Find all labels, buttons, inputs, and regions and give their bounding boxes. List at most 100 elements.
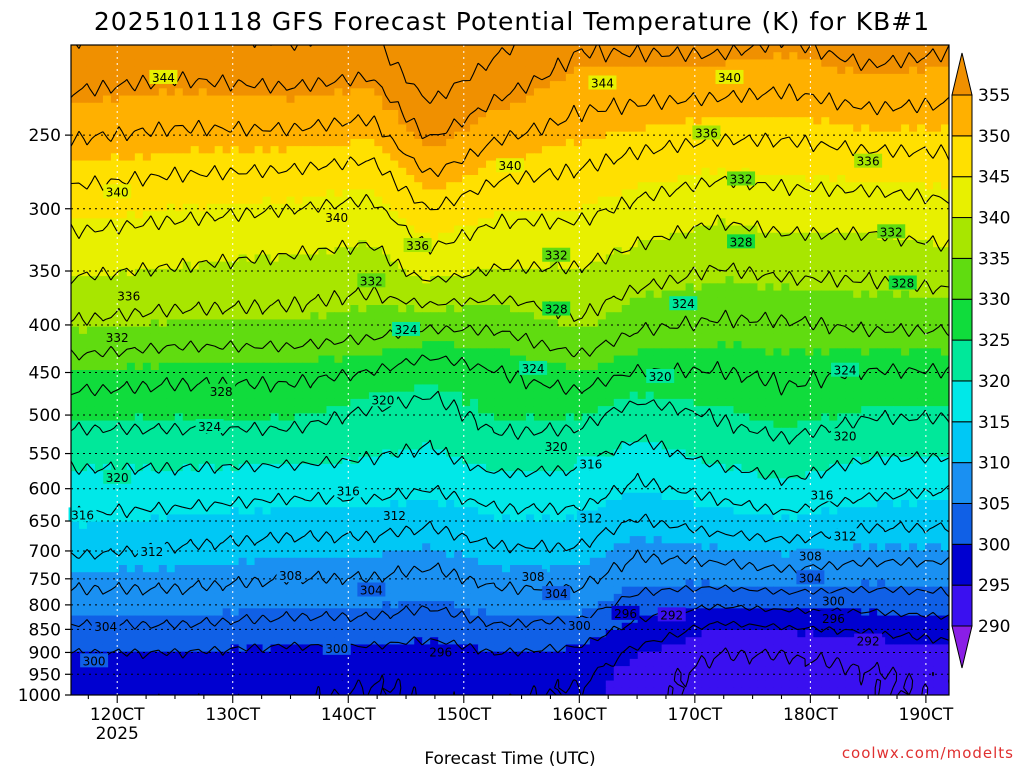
heatmap-cell (334, 232, 343, 241)
heatmap-cell (701, 268, 711, 277)
heatmap-cell (789, 312, 798, 321)
heatmap-cell (533, 81, 543, 89)
heatmap-cell (517, 182, 527, 191)
heatmap-cell (829, 102, 838, 111)
heatmap-cell (438, 138, 447, 147)
heatmap-cell (262, 268, 272, 277)
heatmap-cell (837, 131, 846, 140)
heatmap-cell (454, 73, 463, 82)
heatmap-cell (310, 153, 320, 162)
heatmap-cell (190, 66, 200, 75)
heatmap-cell (254, 319, 264, 328)
heatmap-cell (877, 362, 886, 371)
heatmap-cell (917, 247, 926, 256)
heatmap-cell (238, 218, 248, 227)
heatmap-cell (486, 225, 495, 234)
heatmap-cell (262, 225, 272, 234)
heatmap-cell (893, 52, 902, 61)
heatmap-cell (454, 319, 463, 328)
heatmap-cell (102, 73, 112, 82)
heatmap-cell (286, 189, 296, 198)
heatmap-cell (885, 362, 894, 371)
heatmap-cell (621, 110, 631, 118)
heatmap-cell (334, 268, 343, 277)
heatmap-cell (661, 211, 671, 219)
heatmap-cell (637, 312, 647, 321)
heatmap-cell (142, 225, 152, 234)
heatmap-cell (110, 102, 120, 111)
heatmap-cell (150, 102, 160, 111)
heatmap-cell (581, 117, 591, 126)
heatmap-cell (717, 297, 727, 306)
heatmap-cell (286, 305, 296, 313)
heatmap-cell (118, 73, 128, 82)
heatmap-cell (773, 254, 782, 263)
heatmap-cell (478, 138, 487, 147)
heatmap-cell (302, 110, 312, 118)
heatmap-cell (454, 81, 463, 89)
heatmap-cell (733, 305, 743, 313)
heatmap-cell (230, 175, 240, 183)
heatmap-cell (510, 240, 519, 248)
heatmap-cell (134, 66, 144, 75)
heatmap-cell (917, 52, 926, 61)
heatmap-cell (78, 146, 88, 154)
heatmap-cell (246, 146, 256, 154)
heatmap-cell (118, 117, 128, 126)
heatmap-cell (549, 355, 559, 364)
heatmap-cell (486, 362, 495, 371)
heatmap-cell (837, 110, 846, 118)
heatmap-cell (494, 326, 503, 335)
heatmap-cell (470, 196, 479, 205)
heatmap-cell (78, 312, 88, 321)
heatmap-cell (326, 319, 335, 328)
heatmap-cell (677, 283, 687, 292)
heatmap-cell (398, 102, 407, 111)
heatmap-cell (517, 117, 527, 126)
heatmap-cell (102, 167, 112, 176)
heatmap-cell (893, 326, 902, 335)
heatmap-cell (374, 211, 383, 219)
heatmap-cell (621, 312, 631, 321)
heatmap-cell (629, 52, 639, 61)
heatmap-cell (318, 326, 328, 335)
heatmap-cell (94, 247, 104, 256)
heatmap-cell (605, 196, 615, 205)
heatmap-cell (829, 45, 838, 53)
heatmap-cell (222, 146, 232, 154)
heatmap-cell (71, 196, 80, 205)
heatmap-cell (701, 333, 711, 342)
heatmap-cell (765, 59, 774, 68)
heatmap-cell (198, 348, 208, 357)
heatmap-cell (262, 276, 272, 284)
heatmap-cell (661, 261, 671, 270)
heatmap-cell (110, 283, 120, 292)
heatmap-cell (238, 290, 248, 299)
heatmap-cell (302, 211, 312, 219)
heatmap-cell (877, 196, 886, 205)
heatmap-cell (198, 283, 208, 292)
heatmap-cell (422, 297, 431, 306)
heatmap-cell (933, 290, 942, 299)
heatmap-cell (717, 225, 727, 234)
heatmap-cell (565, 218, 575, 227)
heatmap-cell (725, 138, 735, 147)
heatmap-cell (334, 52, 343, 61)
heatmap-cell (629, 268, 639, 277)
heatmap-cell (334, 319, 343, 328)
heatmap-cell (374, 167, 383, 176)
heatmap-cell (765, 45, 774, 53)
heatmap-cell (677, 45, 687, 53)
heatmap-cell (358, 110, 367, 118)
heatmap-cell (749, 160, 759, 169)
heatmap-cell (222, 218, 232, 227)
heatmap-cell (86, 196, 96, 205)
heatmap-cell (605, 131, 615, 140)
heatmap-cell (741, 297, 751, 306)
heatmap-cell (893, 175, 902, 183)
heatmap-cell (885, 88, 894, 97)
heatmap-cell (741, 261, 751, 270)
heatmap-cell (645, 117, 655, 126)
heatmap-cell (541, 175, 551, 183)
heatmap-cell (166, 117, 176, 126)
